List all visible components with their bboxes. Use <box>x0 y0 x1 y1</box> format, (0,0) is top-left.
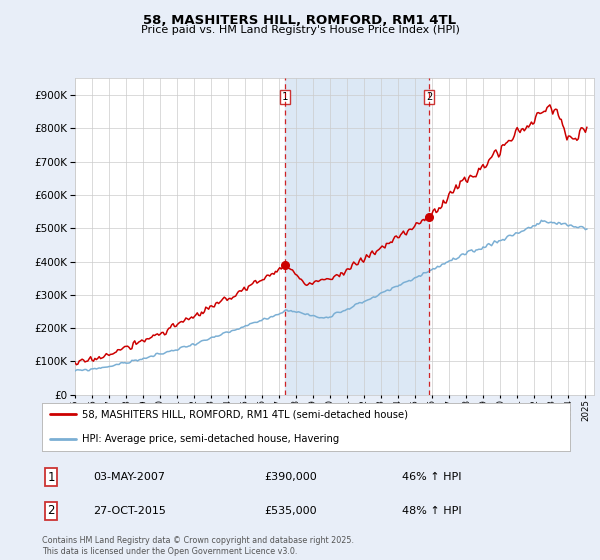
Text: 46% ↑ HPI: 46% ↑ HPI <box>402 472 461 482</box>
Text: 58, MASHITERS HILL, ROMFORD, RM1 4TL: 58, MASHITERS HILL, ROMFORD, RM1 4TL <box>143 14 457 27</box>
Text: 27-OCT-2015: 27-OCT-2015 <box>93 506 166 516</box>
Bar <box>285 78 429 395</box>
Text: Price paid vs. HM Land Registry's House Price Index (HPI): Price paid vs. HM Land Registry's House … <box>140 25 460 35</box>
Text: £390,000: £390,000 <box>264 472 317 482</box>
Text: 2: 2 <box>47 504 55 517</box>
Text: 2: 2 <box>426 92 433 102</box>
Text: 58, MASHITERS HILL, ROMFORD, RM1 4TL (semi-detached house): 58, MASHITERS HILL, ROMFORD, RM1 4TL (se… <box>82 409 407 419</box>
Text: £535,000: £535,000 <box>264 506 317 516</box>
Text: 1: 1 <box>282 92 288 102</box>
Text: 48% ↑ HPI: 48% ↑ HPI <box>402 506 461 516</box>
Text: 03-MAY-2007: 03-MAY-2007 <box>93 472 165 482</box>
Text: 1: 1 <box>47 470 55 484</box>
Text: HPI: Average price, semi-detached house, Havering: HPI: Average price, semi-detached house,… <box>82 434 339 444</box>
Text: Contains HM Land Registry data © Crown copyright and database right 2025.
This d: Contains HM Land Registry data © Crown c… <box>42 536 354 556</box>
